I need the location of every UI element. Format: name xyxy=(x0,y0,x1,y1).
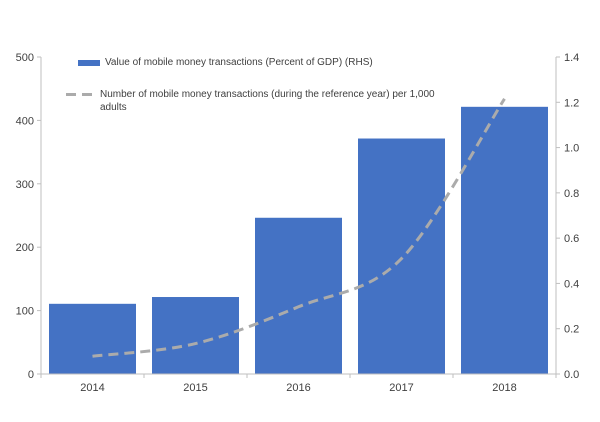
right-axis-tick-label: 1.2 xyxy=(564,97,579,109)
bar-series-swatch-icon xyxy=(78,59,100,66)
right-axis-tick-label: 1.0 xyxy=(564,143,579,155)
right-axis-tick-label: 0.8 xyxy=(564,188,579,200)
bar-2018 xyxy=(461,106,548,375)
line-series-legend-label-line2: adults xyxy=(100,102,127,113)
left-axis-tick-label: 300 xyxy=(16,179,34,191)
left-axis-tick-label: 200 xyxy=(16,242,34,254)
x-axis-category-label: 2015 xyxy=(183,382,207,394)
bar-series-legend-label: Value of mobile money transactions (Perc… xyxy=(105,57,373,68)
right-axis-tick-label: 0.6 xyxy=(564,233,579,245)
left-axis-tick-label: 500 xyxy=(16,52,34,64)
line-series-legend-label: Number of mobile money transactions (dur… xyxy=(100,88,435,114)
right-axis-tick-label: 0.0 xyxy=(564,369,579,381)
left-axis-tick-label: 400 xyxy=(16,115,34,127)
left-axis-tick-label: 0 xyxy=(28,369,34,381)
x-axis-category-label: 2018 xyxy=(492,382,516,394)
bar-2014 xyxy=(49,303,136,374)
x-axis-category-label: 2014 xyxy=(80,382,104,394)
bar-2017 xyxy=(358,138,445,374)
right-axis-tick-label: 0.4 xyxy=(564,278,579,290)
left-axis-tick-label: 100 xyxy=(16,306,34,318)
legend-item-bar-series: Value of mobile money transactions (Perc… xyxy=(78,57,373,68)
x-axis-category-label: 2016 xyxy=(286,382,310,394)
line-series-legend-label-line1: Number of mobile money transactions (dur… xyxy=(100,89,435,100)
legend-item-line-series: Number of mobile money transactions (dur… xyxy=(66,88,435,114)
x-axis-category-label: 2017 xyxy=(389,382,413,394)
right-axis-tick-label: 0.2 xyxy=(564,324,579,336)
right-axis-tick-label: 1.4 xyxy=(564,52,579,64)
dashed-line-swatch-icon xyxy=(66,93,98,96)
